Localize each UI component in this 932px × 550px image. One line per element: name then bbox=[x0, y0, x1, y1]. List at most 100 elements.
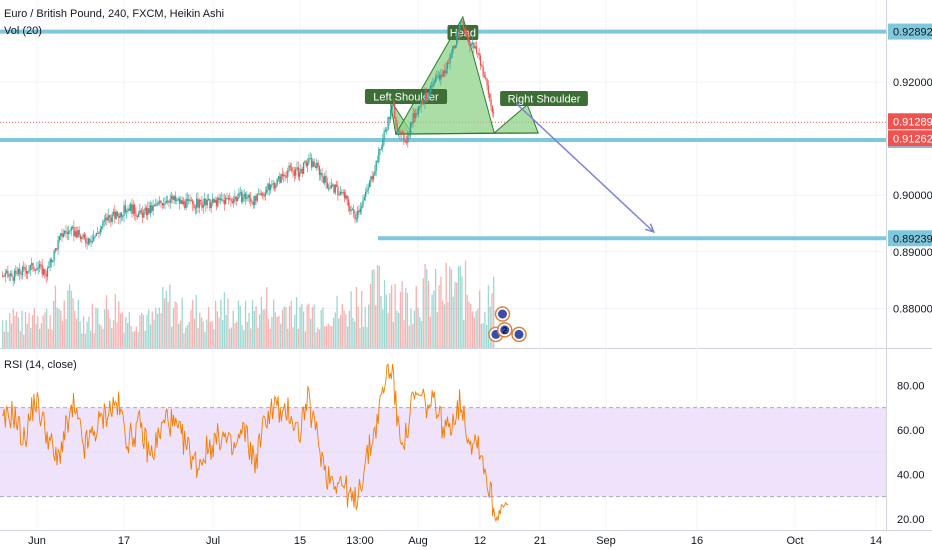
candle-body bbox=[412, 113, 414, 124]
volume-bar bbox=[151, 311, 153, 348]
volume-bar bbox=[47, 328, 50, 348]
candle-body bbox=[272, 183, 274, 185]
projection-arrow-head bbox=[644, 223, 656, 234]
candle-body bbox=[259, 193, 261, 195]
volume-bar bbox=[396, 310, 398, 348]
volume-bar bbox=[410, 308, 412, 348]
volume-bar bbox=[90, 330, 92, 348]
volume-bar bbox=[16, 311, 18, 348]
candle-body bbox=[456, 33, 458, 46]
candle-body bbox=[386, 129, 388, 131]
candle-body bbox=[392, 103, 395, 106]
candle-body bbox=[57, 239, 59, 250]
time-axis[interactable]: Jun 17 Jul 15 13:00 Aug 12 21 Sep 16 Oct 14 bbox=[28, 535, 882, 547]
candle-body bbox=[193, 204, 195, 208]
rsi-legend[interactable]: RSI (14, close) bbox=[4, 359, 77, 371]
volume-label: Vol (20) bbox=[4, 25, 42, 37]
candle-body bbox=[139, 210, 141, 214]
event-icon-flag bbox=[498, 309, 507, 319]
event-icons[interactable]: 2 bbox=[488, 306, 527, 343]
volume-bar bbox=[273, 299, 275, 348]
candle-body bbox=[266, 189, 268, 193]
volume-legend[interactable]: Vol (20) bbox=[4, 25, 42, 37]
volume-bar bbox=[288, 305, 291, 348]
volume-bar bbox=[463, 319, 465, 348]
candle-body bbox=[462, 21, 464, 29]
candle-body bbox=[71, 226, 74, 228]
volume-bar bbox=[447, 302, 449, 348]
candle-body bbox=[335, 184, 338, 187]
time-tick-label: Aug bbox=[408, 535, 428, 547]
candle-body bbox=[391, 105, 393, 110]
candle-body bbox=[252, 202, 255, 205]
volume-bar bbox=[160, 313, 162, 348]
volume-bar bbox=[49, 315, 51, 348]
time-tick-label: 15 bbox=[294, 535, 306, 547]
volume-bar bbox=[195, 294, 197, 348]
candle-body bbox=[217, 197, 219, 207]
candle-body bbox=[35, 269, 37, 271]
volume-bar bbox=[378, 265, 380, 348]
candle-body bbox=[486, 78, 488, 86]
event-icon-flag bbox=[514, 329, 524, 339]
candle-body bbox=[446, 62, 449, 69]
candle-body bbox=[207, 199, 210, 201]
rsi-axis[interactable]: 20.00 40.00 60.00 80.00 bbox=[897, 380, 925, 526]
volume-bar bbox=[269, 328, 271, 348]
volume-bar bbox=[339, 314, 342, 348]
candle-body bbox=[483, 75, 486, 78]
price-axis[interactable]: 0.880000.890000.900000.920000.928920.909… bbox=[888, 23, 932, 316]
candle-body bbox=[213, 198, 215, 203]
volume-bar bbox=[475, 311, 477, 348]
candle-body bbox=[291, 167, 293, 171]
volume-bar bbox=[111, 327, 113, 348]
candle-body bbox=[227, 197, 230, 200]
candle-body bbox=[58, 236, 61, 240]
rsi-tick-label: 20.00 bbox=[897, 514, 925, 526]
candle-body bbox=[302, 162, 305, 174]
volume-bar bbox=[473, 317, 475, 348]
candle-body bbox=[437, 75, 439, 77]
candle-body bbox=[337, 186, 339, 196]
candle-body bbox=[145, 207, 148, 216]
candle-body bbox=[143, 210, 145, 218]
volume-bar bbox=[232, 310, 234, 348]
volume-bar bbox=[75, 318, 78, 348]
volume-bar bbox=[412, 323, 414, 348]
candle-body bbox=[97, 232, 99, 234]
symbol-legend[interactable]: Euro / British Pound, 240, FXCM, Heikin … bbox=[4, 8, 224, 20]
rsi-pane[interactable] bbox=[0, 363, 886, 523]
candle-body bbox=[233, 199, 235, 203]
candle-body bbox=[184, 201, 186, 208]
volume-bar bbox=[487, 285, 490, 348]
candle-body bbox=[235, 196, 237, 202]
volume-bar bbox=[345, 313, 347, 348]
horizontal-levels[interactable] bbox=[0, 29, 886, 241]
volume-bar bbox=[464, 260, 467, 348]
candle-body bbox=[131, 204, 133, 214]
candle-body bbox=[400, 132, 402, 134]
candle-body bbox=[135, 213, 137, 216]
volume-bar bbox=[408, 325, 410, 348]
candle-body bbox=[474, 46, 476, 49]
candle-body bbox=[130, 204, 132, 211]
volume-bar bbox=[86, 321, 88, 348]
volume-bar bbox=[118, 301, 120, 348]
projection-arrow[interactable] bbox=[515, 103, 656, 234]
candle-body bbox=[60, 233, 62, 237]
candle-body bbox=[137, 213, 140, 218]
volume-bar bbox=[58, 308, 60, 348]
candle-body bbox=[358, 210, 360, 213]
candle-body bbox=[93, 237, 95, 241]
candle-body bbox=[359, 208, 362, 213]
candle-body bbox=[81, 236, 83, 239]
candle-body bbox=[313, 161, 315, 167]
candle-body bbox=[156, 202, 158, 206]
volume-bar bbox=[310, 318, 312, 348]
candle-body bbox=[379, 148, 381, 150]
candle-body bbox=[326, 182, 329, 189]
